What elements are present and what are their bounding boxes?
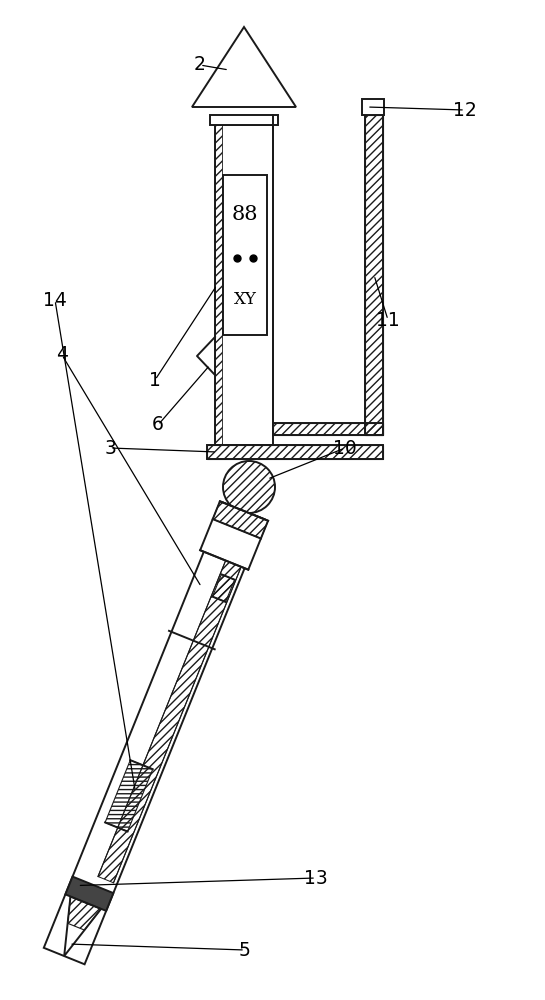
Text: 1: 1: [149, 370, 161, 389]
Polygon shape: [200, 501, 268, 570]
Bar: [215, 125, 222, 445]
Bar: [365, 115, 383, 435]
Bar: [362, 99, 384, 115]
Text: 14: 14: [43, 290, 67, 310]
Text: 88: 88: [232, 206, 258, 225]
Text: 2: 2: [194, 55, 206, 75]
Text: 13: 13: [304, 868, 328, 888]
Polygon shape: [44, 503, 264, 964]
Polygon shape: [65, 877, 113, 911]
Text: 6: 6: [152, 416, 164, 434]
Text: XY: XY: [234, 291, 257, 308]
Bar: [210, 115, 278, 125]
Bar: [273, 423, 383, 435]
Text: 4: 4: [56, 346, 68, 364]
Text: 5: 5: [239, 940, 251, 960]
Bar: [365, 115, 383, 435]
Bar: [223, 175, 267, 335]
Bar: [273, 423, 383, 435]
Circle shape: [223, 461, 275, 513]
Polygon shape: [64, 896, 101, 956]
Bar: [215, 125, 273, 445]
Bar: [207, 445, 383, 459]
Text: 10: 10: [333, 438, 357, 458]
Text: 12: 12: [453, 101, 477, 119]
Text: 3: 3: [104, 438, 116, 458]
Text: 11: 11: [376, 310, 400, 330]
Polygon shape: [192, 27, 296, 107]
Bar: [207, 445, 383, 459]
